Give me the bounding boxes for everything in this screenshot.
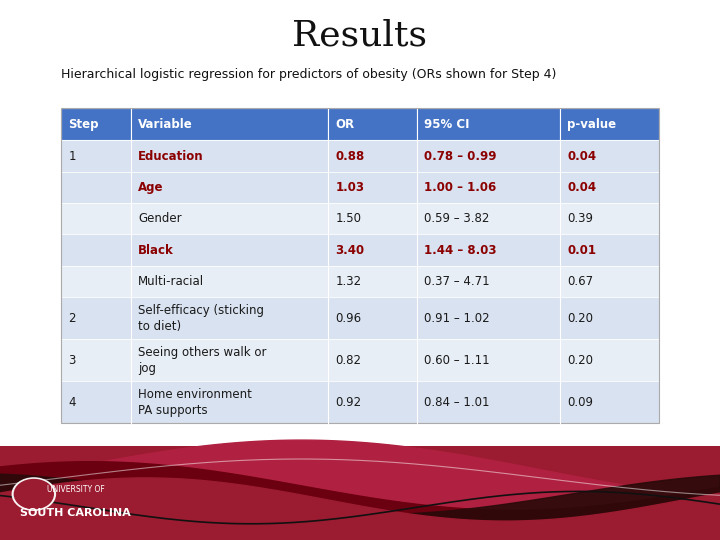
Text: 0.39: 0.39 bbox=[567, 212, 593, 225]
Text: UNIVERSITY OF: UNIVERSITY OF bbox=[47, 485, 104, 494]
Text: 0.04: 0.04 bbox=[567, 181, 597, 194]
Text: Multi-racial: Multi-racial bbox=[138, 275, 204, 288]
Text: 1.44 – 8.03: 1.44 – 8.03 bbox=[424, 244, 497, 256]
Text: 0.84 – 1.01: 0.84 – 1.01 bbox=[424, 396, 490, 409]
Text: 1.00 – 1.06: 1.00 – 1.06 bbox=[424, 181, 496, 194]
Text: 0.96: 0.96 bbox=[336, 312, 361, 325]
Circle shape bbox=[14, 480, 53, 509]
Text: Results: Results bbox=[292, 18, 428, 52]
Text: 0.20: 0.20 bbox=[567, 312, 593, 325]
Bar bbox=[61, 381, 659, 423]
Text: Education: Education bbox=[138, 150, 204, 163]
Text: Variable: Variable bbox=[138, 118, 193, 131]
Bar bbox=[61, 108, 659, 423]
Text: 0.92: 0.92 bbox=[336, 396, 361, 409]
Text: 3: 3 bbox=[68, 354, 76, 367]
Bar bbox=[61, 172, 659, 203]
Text: 1.50: 1.50 bbox=[336, 212, 361, 225]
Text: Home environment
PA supports: Home environment PA supports bbox=[138, 388, 252, 417]
Text: 0.88: 0.88 bbox=[336, 150, 365, 163]
Text: 1.32: 1.32 bbox=[336, 275, 361, 288]
Bar bbox=[328, 108, 417, 140]
Text: 0.37 – 4.71: 0.37 – 4.71 bbox=[424, 275, 490, 288]
Bar bbox=[61, 234, 659, 266]
Bar bbox=[61, 266, 659, 297]
Text: 95% CI: 95% CI bbox=[424, 118, 469, 131]
Text: 0.59 – 3.82: 0.59 – 3.82 bbox=[424, 212, 490, 225]
Text: 1: 1 bbox=[68, 150, 76, 163]
Text: 0.78 – 0.99: 0.78 – 0.99 bbox=[424, 150, 497, 163]
Text: Self-efficacy (sticking
to diet): Self-efficacy (sticking to diet) bbox=[138, 303, 264, 333]
Text: 0.67: 0.67 bbox=[567, 275, 593, 288]
Text: Black: Black bbox=[138, 244, 174, 256]
Bar bbox=[61, 140, 659, 172]
Text: 4: 4 bbox=[68, 396, 76, 409]
Text: 0.09: 0.09 bbox=[567, 396, 593, 409]
Text: Seeing others walk or
jog: Seeing others walk or jog bbox=[138, 346, 267, 375]
Bar bbox=[61, 108, 131, 140]
Text: 0.01: 0.01 bbox=[567, 244, 596, 256]
Bar bbox=[417, 108, 560, 140]
Text: p-value: p-value bbox=[567, 118, 616, 131]
Polygon shape bbox=[0, 462, 720, 540]
Bar bbox=[61, 339, 659, 381]
Text: 0.82: 0.82 bbox=[336, 354, 361, 367]
Text: 1.03: 1.03 bbox=[336, 181, 364, 194]
Text: Gender: Gender bbox=[138, 212, 182, 225]
Text: 3.40: 3.40 bbox=[336, 244, 364, 256]
Text: OR: OR bbox=[336, 118, 355, 131]
Text: 0.91 – 1.02: 0.91 – 1.02 bbox=[424, 312, 490, 325]
Text: SOUTH CAROLINA: SOUTH CAROLINA bbox=[20, 508, 131, 518]
Text: 2: 2 bbox=[68, 312, 76, 325]
Polygon shape bbox=[0, 478, 720, 540]
Bar bbox=[61, 297, 659, 339]
Bar bbox=[0, 446, 720, 540]
Text: 0.60 – 1.11: 0.60 – 1.11 bbox=[424, 354, 490, 367]
Text: 0.04: 0.04 bbox=[567, 150, 597, 163]
Text: 0.20: 0.20 bbox=[567, 354, 593, 367]
Bar bbox=[131, 108, 328, 140]
Circle shape bbox=[12, 478, 55, 510]
Bar bbox=[560, 108, 659, 140]
Text: Step: Step bbox=[68, 118, 99, 131]
Bar bbox=[61, 203, 659, 234]
Polygon shape bbox=[0, 474, 720, 540]
Polygon shape bbox=[0, 440, 720, 540]
Text: Age: Age bbox=[138, 181, 164, 194]
Text: Hierarchical logistic regression for predictors of obesity (ORs shown for Step 4: Hierarchical logistic regression for pre… bbox=[61, 68, 557, 81]
